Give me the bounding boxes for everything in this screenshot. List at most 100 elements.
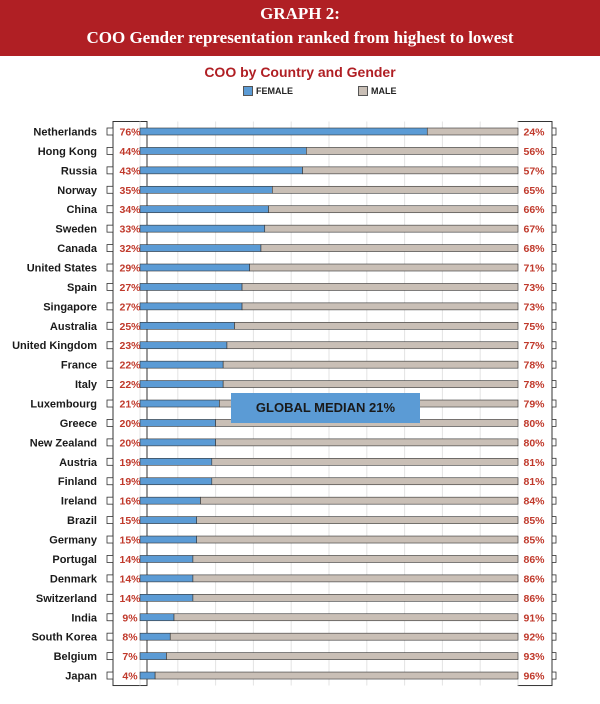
- bar-female: [139, 341, 228, 350]
- bar-male: [169, 632, 519, 641]
- female-percent-label: 27%: [119, 301, 141, 313]
- female-percent-label: 22%: [119, 360, 141, 372]
- right-tick-box: [551, 147, 557, 155]
- bar-female: [139, 477, 213, 486]
- right-tick-box: [551, 263, 557, 272]
- right-tick-box: [551, 652, 557, 661]
- left-tick-box: [106, 632, 114, 641]
- left-tick-box: [106, 166, 114, 175]
- bar-male: [241, 283, 519, 291]
- bar-female: [139, 613, 175, 622]
- female-percent-label: 14%: [119, 593, 141, 605]
- category-label: Greece: [60, 418, 97, 430]
- category-label: Canada: [57, 243, 98, 255]
- right-tick-box: [551, 321, 557, 330]
- bar-male: [200, 496, 519, 505]
- legend: FEMALE MALE: [0, 86, 600, 100]
- female-percent-label: 44%: [119, 146, 141, 158]
- male-percent-label: 77%: [523, 340, 545, 352]
- bar-male: [226, 341, 519, 350]
- right-tick-box: [551, 360, 557, 369]
- bar-female: [139, 419, 216, 427]
- bar-male: [271, 185, 519, 194]
- right-tick-box: [551, 127, 557, 136]
- left-tick-box: [106, 613, 114, 622]
- male-percent-label: 24%: [523, 127, 545, 139]
- category-label: Portugal: [52, 554, 97, 566]
- right-tick-box: [551, 535, 557, 544]
- category-label: Denmark: [50, 573, 98, 585]
- bar-female: [139, 535, 198, 544]
- legend-label-female: FEMALE: [256, 86, 293, 96]
- female-percent-label: 19%: [119, 457, 141, 469]
- bar-male: [192, 574, 519, 583]
- bar-female: [139, 555, 194, 563]
- bar-female: [139, 224, 266, 233]
- male-percent-label: 80%: [523, 437, 545, 449]
- male-percent-label: 73%: [523, 282, 545, 294]
- bar-male: [222, 360, 519, 369]
- female-swatch: [243, 86, 253, 96]
- bar-female: [139, 147, 307, 155]
- bar-male: [306, 147, 519, 155]
- female-percent-label: 34%: [119, 204, 141, 216]
- category-label: Ireland: [61, 496, 97, 508]
- bar-male: [222, 380, 519, 388]
- male-percent-label: 80%: [523, 418, 545, 430]
- left-tick-box: [106, 360, 114, 369]
- category-label: Brazil: [67, 515, 97, 527]
- right-tick-box: [551, 516, 557, 524]
- male-percent-label: 73%: [523, 301, 545, 313]
- male-percent-label: 71%: [523, 263, 545, 275]
- female-percent-label: 19%: [119, 476, 141, 488]
- female-percent-label: 76%: [119, 127, 141, 139]
- female-percent-label: 16%: [119, 496, 141, 508]
- left-tick-box: [106, 185, 114, 194]
- female-percent-label: 21%: [119, 399, 141, 411]
- left-tick-box: [106, 671, 114, 680]
- female-percent-label: 14%: [119, 573, 141, 585]
- header-banner: GRAPH 2: COO Gender representation ranke…: [0, 0, 600, 56]
- bar-female: [139, 380, 224, 388]
- right-tick-box: [551, 477, 557, 486]
- category-label: Belgium: [54, 651, 98, 663]
- male-percent-label: 84%: [523, 496, 545, 508]
- category-label: United States: [27, 263, 97, 275]
- bar-female: [139, 399, 220, 408]
- bar-female: [139, 283, 243, 291]
- right-tick-box: [551, 457, 557, 466]
- bar-female: [139, 671, 156, 680]
- left-tick-box: [106, 516, 114, 524]
- bar-male: [302, 166, 519, 175]
- male-percent-label: 92%: [523, 632, 545, 644]
- legend-item-male: MALE: [358, 86, 397, 96]
- right-tick-box: [551, 399, 557, 408]
- male-percent-label: 86%: [523, 573, 545, 585]
- female-percent-label: 29%: [119, 263, 141, 275]
- bar-female: [139, 496, 201, 505]
- left-tick-box: [106, 127, 114, 136]
- male-swatch: [358, 86, 368, 96]
- category-label: Spain: [67, 282, 97, 294]
- female-percent-label: 9%: [122, 612, 138, 624]
- bar-female: [139, 244, 262, 252]
- female-percent-label: 22%: [119, 379, 141, 391]
- female-percent-label: 20%: [119, 418, 141, 430]
- male-percent-label: 79%: [523, 399, 545, 411]
- right-tick-box: [551, 574, 557, 583]
- left-tick-box: [106, 535, 114, 544]
- bar-female: [139, 127, 428, 136]
- male-percent-label: 91%: [523, 612, 545, 624]
- left-tick-box: [106, 652, 114, 661]
- bar-male: [249, 263, 519, 272]
- left-tick-box: [106, 496, 114, 505]
- bar-female: [139, 652, 167, 660]
- bar-female: [139, 205, 269, 214]
- bar-female: [139, 185, 273, 194]
- male-percent-label: 81%: [523, 476, 545, 488]
- right-tick-box: [551, 632, 557, 641]
- bar-male: [211, 477, 519, 486]
- right-tick-box: [551, 380, 557, 388]
- female-percent-label: 33%: [119, 224, 141, 236]
